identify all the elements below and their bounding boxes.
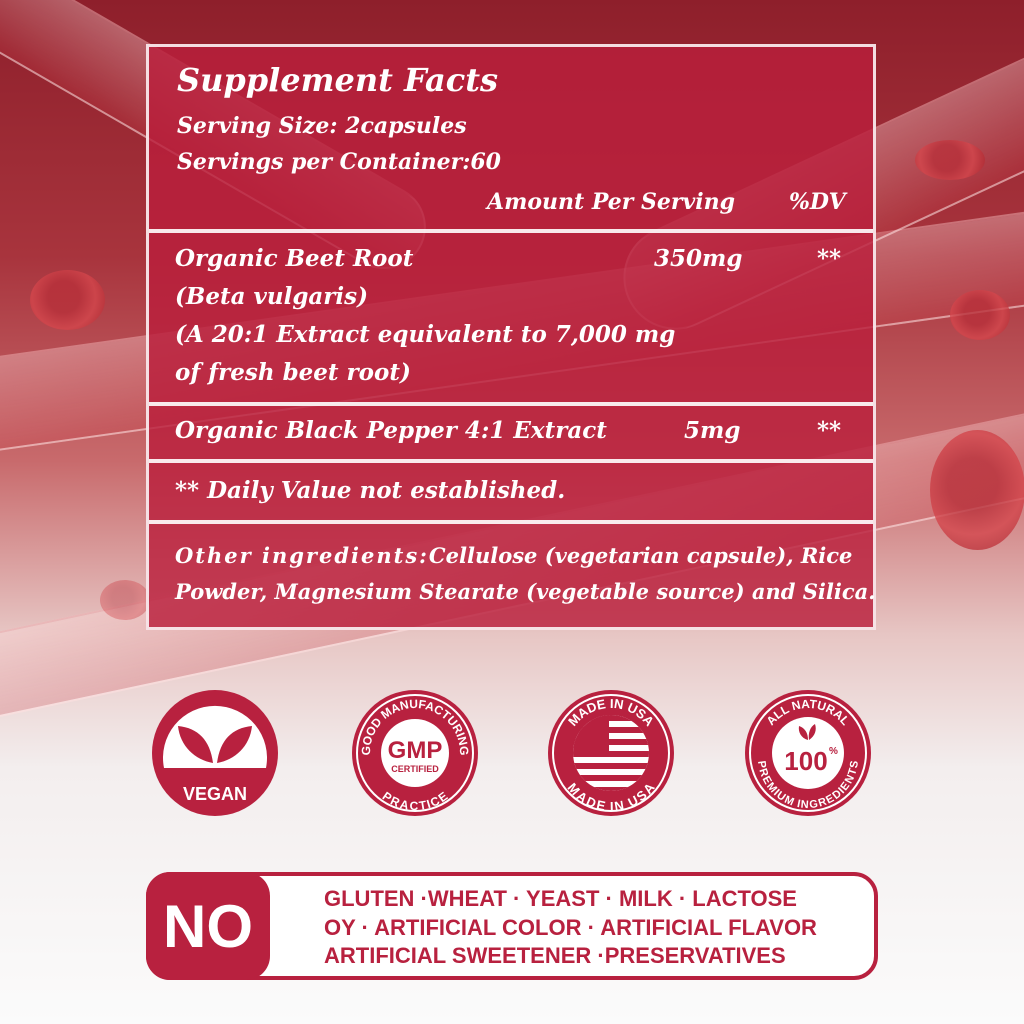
facts-title: Supplement Facts bbox=[177, 61, 499, 99]
free-from-line: GLUTEN ·WHEAT · YEAST · MILK · LACTOSE bbox=[324, 886, 797, 911]
supplement-facts-panel: Supplement Facts Serving Size: 2capsules… bbox=[146, 44, 876, 630]
ingredient-name: Organic Beet Root bbox=[175, 245, 414, 272]
servings-per-container: Servings per Container:60 bbox=[177, 149, 501, 175]
vegan-label: VEGAN bbox=[183, 784, 247, 804]
other-ingredients-line: Cellulose (vegetarian capsule), Rice bbox=[428, 543, 853, 568]
other-ingredients-label: Other ingredients: bbox=[175, 543, 429, 568]
gmp-center: GMP bbox=[388, 737, 443, 764]
divider bbox=[149, 229, 873, 233]
vegan-badge: VEGAN bbox=[152, 690, 278, 816]
ingredient-detail: of fresh beet root) bbox=[175, 359, 411, 386]
divider bbox=[149, 520, 873, 524]
gmp-sub: CERTIFIED bbox=[391, 764, 439, 774]
free-from-line: ARTIFICIAL SWEETENER ·PRESERVATIVES bbox=[324, 943, 786, 968]
ingredient-detail: (Beta vulgaris) bbox=[175, 283, 368, 310]
dv-header: %DV bbox=[789, 189, 846, 215]
footnote: ** Daily Value not established. bbox=[175, 477, 566, 504]
serving-size: Serving Size: 2capsules bbox=[177, 113, 467, 139]
ingredient-dv: ** bbox=[817, 417, 842, 444]
sprout-icon bbox=[798, 724, 816, 740]
ingredient-name: Organic Black Pepper 4:1 Extract bbox=[175, 417, 607, 444]
all-natural-badge: ALL NATURAL PREMIUM INGREDIENTS 100 % bbox=[745, 690, 871, 816]
other-ingredients-line: Powder, Magnesium Stearate (vegetable so… bbox=[175, 579, 876, 604]
free-from-box: NO GLUTEN ·WHEAT · YEAST · MILK · LACTOS… bbox=[146, 872, 878, 980]
natural-percent: % bbox=[829, 746, 838, 757]
divider bbox=[149, 459, 873, 463]
made-in-usa-badge: MADE IN USA MADE IN USA bbox=[548, 690, 674, 816]
ingredient-amount: 350mg bbox=[654, 245, 743, 272]
gmp-badge: GOOD MANUFACTURING PRACTICE GMP CERTIFIE… bbox=[352, 690, 478, 816]
amount-header: Amount Per Serving bbox=[487, 189, 736, 215]
no-label: NO bbox=[146, 872, 270, 980]
ingredient-amount: 5mg bbox=[684, 417, 741, 444]
leaf-icon bbox=[178, 726, 252, 763]
ingredient-dv: ** bbox=[817, 245, 842, 272]
free-from-line: OY · ARTIFICIAL COLOR · ARTIFICIAL FLAVO… bbox=[324, 915, 817, 940]
ingredient-detail: (A 20:1 Extract equivalent to 7,000 mg bbox=[175, 321, 676, 348]
divider bbox=[149, 402, 873, 406]
natural-center: 100 bbox=[784, 746, 827, 776]
